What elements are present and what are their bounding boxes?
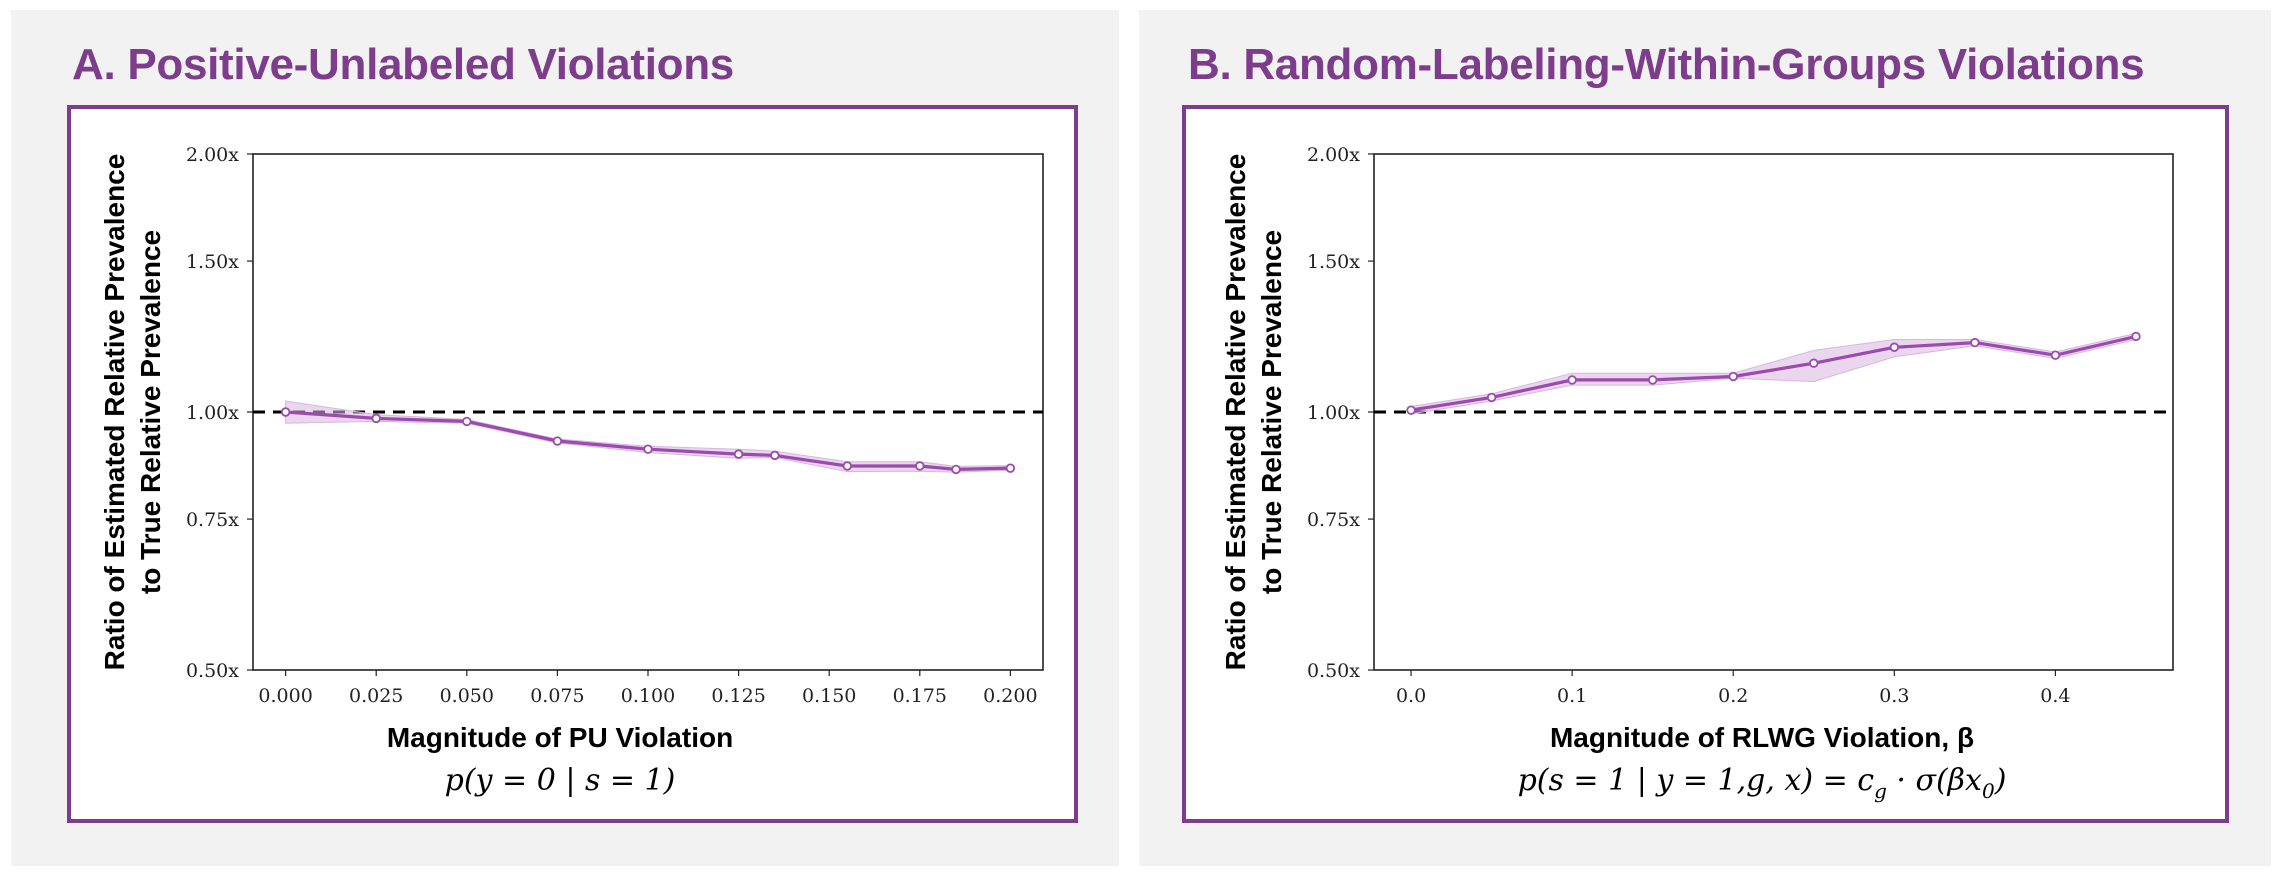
x-tick-label: 0.075	[530, 685, 584, 707]
y-tick-label: 1.50x	[1307, 251, 1360, 273]
data-point	[2050, 350, 2061, 360]
chart-b: 0.50x 0.75x 1.00x 1.50x 2.00x 0.0 0.1 0.2 0.3 0.4…	[1220, 144, 2174, 803]
data-point	[915, 461, 925, 471]
y-axis-label-line2: to True Relative Prevalence	[1256, 230, 1287, 594]
panel-a-title: A. Positive-Unlabeled Violations	[72, 40, 734, 89]
x-tick-label: 0.0	[1396, 685, 1426, 707]
data-point	[1567, 375, 1577, 385]
data-point	[552, 436, 563, 446]
data-point	[1647, 375, 1658, 385]
data-point	[2131, 331, 2141, 342]
data-point	[1889, 342, 1900, 352]
x-axis-formula: p(y = 0 | s = 1)	[445, 763, 676, 798]
y-axis-label-line1: Ratio of Estimated Relative Prevalence	[99, 154, 130, 671]
y-tick-label: 1.00x	[1307, 402, 1360, 424]
x-tick-label: 0.2	[1718, 685, 1748, 707]
y-tick-label: 0.50x	[186, 660, 239, 682]
chart-a: 0.50x 0.75x 1.00x 1.50x 2.00x 0.000 0.025 0.050…	[99, 144, 1044, 798]
data-point	[280, 407, 291, 417]
y-tick-label: 1.00x	[186, 402, 239, 424]
x-axis-label: Magnitude of RLWG Violation, β	[1550, 722, 1974, 753]
x-tick-label: 0.050	[440, 685, 494, 707]
y-tick-label: 0.50x	[1307, 660, 1360, 682]
data-point	[371, 413, 381, 424]
panel-b-title: B. Random-Labeling-Within-Groups Violati…	[1188, 40, 2145, 89]
data-point	[643, 444, 653, 454]
data-point	[1728, 371, 1738, 382]
x-tick-label: 0.1	[1557, 685, 1587, 707]
x-tick-label: 0.000	[258, 685, 312, 707]
x-tick-label: 0.025	[349, 685, 403, 707]
data-point	[1486, 392, 1497, 403]
y-axis-label-line2: to True Relative Prevalence	[135, 230, 166, 594]
data-point	[1406, 405, 1416, 415]
data-point	[1970, 337, 1980, 348]
data-point	[733, 449, 744, 459]
y-tick-label: 0.75x	[186, 509, 239, 531]
x-tick-label: 0.100	[621, 685, 675, 707]
data-point	[770, 450, 780, 461]
x-tick-label: 0.150	[802, 685, 856, 707]
data-point	[842, 461, 853, 471]
data-point	[1809, 358, 1819, 368]
y-tick-label: 0.75x	[1307, 509, 1360, 531]
x-tick-label: 0.125	[711, 685, 765, 707]
x-tick-label: 0.3	[1879, 685, 1909, 707]
data-point	[1005, 463, 1016, 473]
data-point	[951, 464, 961, 475]
y-tick-label: 2.00x	[186, 144, 239, 166]
x-tick-label: 0.200	[983, 685, 1037, 707]
y-axis-label-line1: Ratio of Estimated Relative Prevalence	[1220, 154, 1251, 671]
x-tick-label: 0.4	[2040, 685, 2070, 707]
x-tick-label: 0.175	[893, 685, 947, 707]
data-point	[462, 416, 472, 427]
x-axis-label: Magnitude of PU Violation	[387, 722, 733, 753]
x-axis-formula: p(s = 1 | y = 1,g, x) = cg​ · σ(βx0​)	[1518, 763, 2007, 803]
y-tick-label: 1.50x	[186, 251, 239, 273]
plot-area-b	[1373, 153, 2174, 671]
y-tick-label: 2.00x	[1307, 144, 1360, 166]
series-line-b	[1410, 334, 2137, 412]
